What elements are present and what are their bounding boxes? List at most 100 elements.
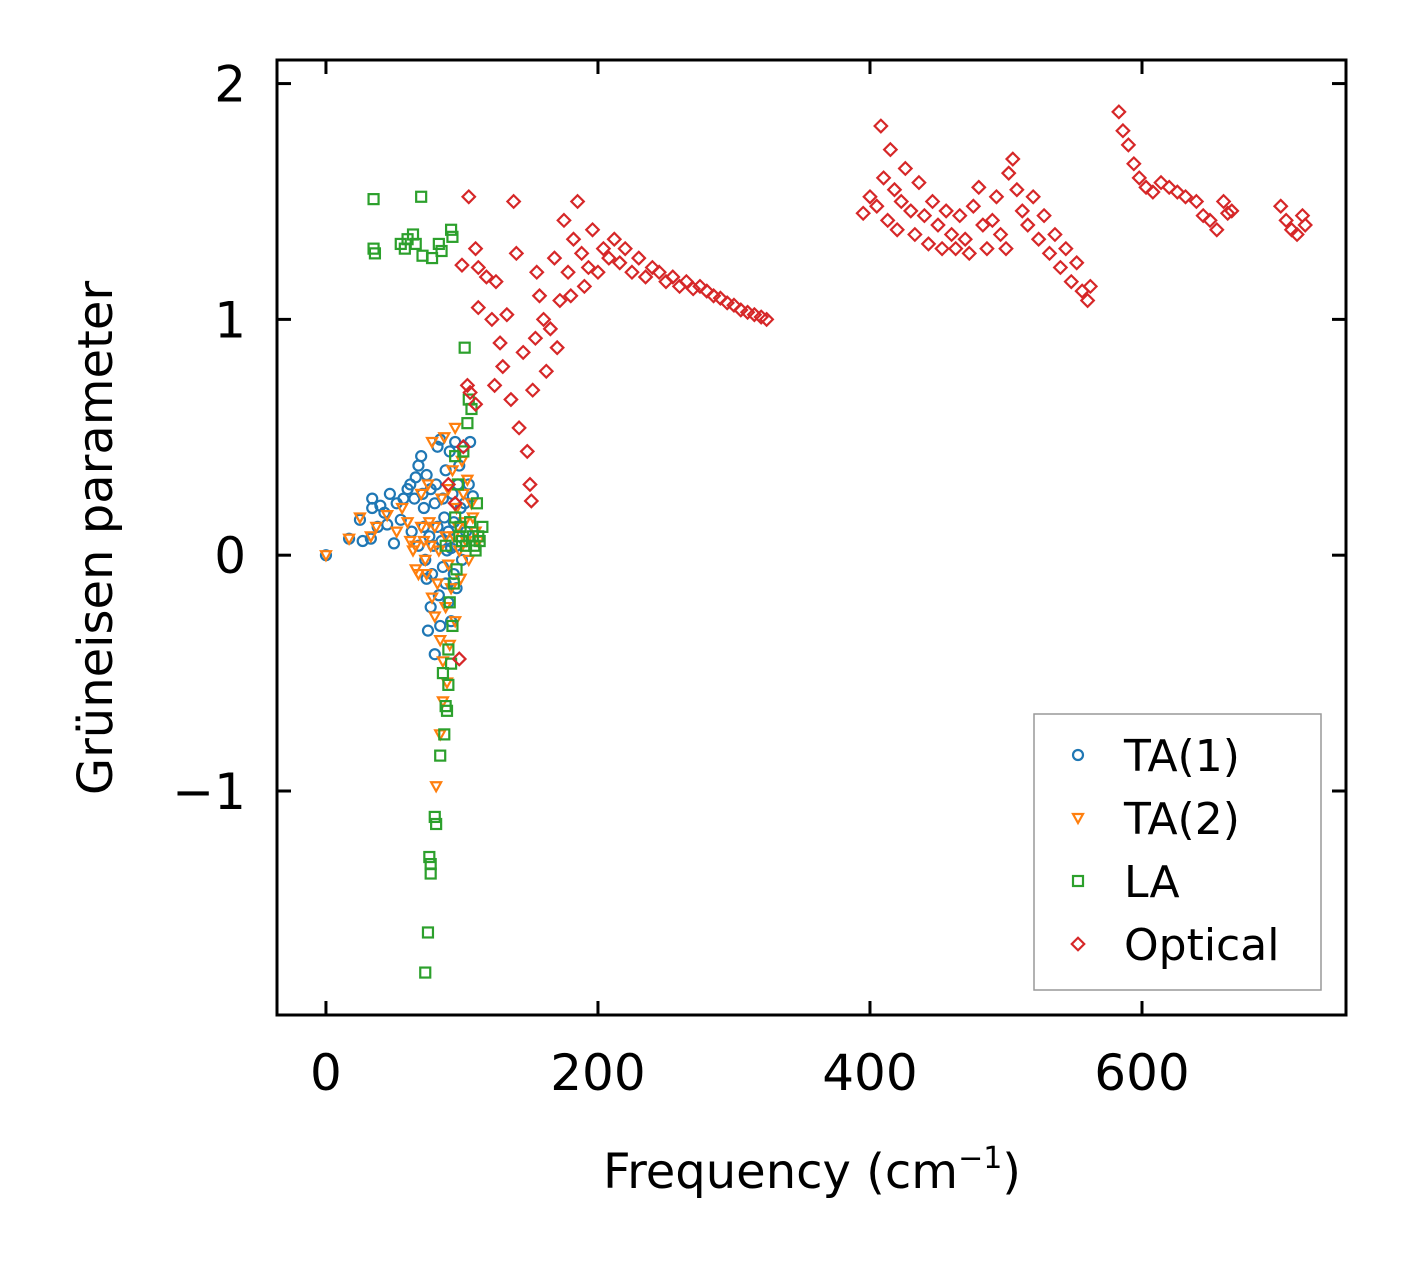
point-ta-2 xyxy=(437,432,452,445)
point-la xyxy=(444,223,458,236)
point-ta-1 xyxy=(434,619,447,633)
point-optical xyxy=(595,240,612,257)
point-optical xyxy=(1297,217,1314,233)
point-optical xyxy=(943,226,960,243)
point-optical xyxy=(470,259,487,276)
point-optical xyxy=(1041,245,1058,262)
y-tick-label: −1 xyxy=(172,763,246,821)
point-ta-2 xyxy=(414,488,429,502)
point-ta-1 xyxy=(366,492,379,505)
point-optical xyxy=(606,231,623,248)
x-axis-label: Frequency (cm−1) xyxy=(603,1141,1021,1200)
point-optical xyxy=(601,250,617,266)
point-ta-2 xyxy=(438,531,453,544)
point-ta-2 xyxy=(461,554,476,568)
point-optical xyxy=(930,217,946,233)
point-optical xyxy=(1058,240,1074,257)
point-optical xyxy=(897,160,914,177)
y-tick-label: 1 xyxy=(214,291,246,349)
legend-label-la: LA xyxy=(1124,857,1180,908)
point-optical xyxy=(556,212,572,229)
point-optical xyxy=(889,221,905,238)
point-la xyxy=(451,478,464,491)
point-optical xyxy=(508,245,525,262)
point-ta-1 xyxy=(421,624,435,637)
point-ta-1 xyxy=(432,589,445,602)
point-ta-1 xyxy=(378,506,391,519)
point-optical xyxy=(637,269,654,285)
point-ta-2 xyxy=(363,531,378,544)
point-optical xyxy=(494,358,511,375)
point-ta-2 xyxy=(353,512,367,525)
point-optical xyxy=(535,311,552,328)
point-optical xyxy=(1036,207,1052,224)
y-axis-label: Grüneisen parameter xyxy=(68,281,124,796)
point-ta-2 xyxy=(429,781,443,794)
point-optical xyxy=(486,377,503,394)
point-la xyxy=(421,926,435,939)
point-optical xyxy=(1272,198,1289,215)
point-la xyxy=(409,237,422,251)
x-axis-label-superscript: −1 xyxy=(958,1141,1002,1176)
point-ta-2 xyxy=(425,592,439,605)
point-ta-2 xyxy=(419,568,434,582)
point-la xyxy=(457,445,470,458)
point-optical xyxy=(886,181,903,198)
point-optical xyxy=(590,264,606,281)
point-optical xyxy=(947,240,964,257)
point-optical xyxy=(934,240,950,257)
point-la xyxy=(443,596,456,609)
point-optical xyxy=(519,443,536,460)
point-la xyxy=(423,850,436,864)
point-optical xyxy=(875,170,892,186)
point-optical xyxy=(1195,207,1212,224)
point-optical xyxy=(527,330,544,347)
point-optical xyxy=(1219,205,1236,222)
point-la xyxy=(367,193,380,206)
point-la xyxy=(461,417,474,430)
point-optical xyxy=(957,231,973,248)
point-optical xyxy=(1014,203,1031,219)
point-optical xyxy=(531,287,548,304)
point-ta-2 xyxy=(434,493,449,506)
x-tick-label: 400 xyxy=(822,1044,917,1102)
legend: TA(1) TA(2) LA Optical xyxy=(1033,713,1322,991)
point-optical xyxy=(873,118,889,134)
point-optical xyxy=(462,384,478,401)
point-optical xyxy=(882,141,899,158)
point-ta-1 xyxy=(409,471,422,484)
point-optical xyxy=(879,212,896,229)
point-ta-2 xyxy=(389,526,404,539)
point-optical xyxy=(758,311,775,328)
point-optical xyxy=(998,240,1014,257)
point-optical xyxy=(451,651,468,667)
point-optical xyxy=(1115,122,1131,139)
point-optical xyxy=(552,292,568,309)
point-optical xyxy=(1120,137,1137,153)
point-optical xyxy=(992,226,1009,243)
point-optical xyxy=(1145,184,1161,200)
point-ta-2 xyxy=(414,521,429,535)
point-optical xyxy=(562,287,579,304)
point-optical xyxy=(1138,179,1154,196)
point-ta-1 xyxy=(428,648,441,661)
point-optical xyxy=(984,212,1001,229)
point-ta-2 xyxy=(427,611,442,624)
point-ta-1 xyxy=(387,537,401,550)
point-optical xyxy=(1019,217,1036,233)
point-optical xyxy=(492,335,508,351)
x-tick-label: 600 xyxy=(1094,1044,1189,1102)
point-optical xyxy=(467,240,484,257)
point-la xyxy=(440,704,454,717)
point-optical xyxy=(573,245,590,262)
point-ta-1 xyxy=(394,513,407,526)
point-ta-2 xyxy=(460,474,475,487)
point-optical xyxy=(1082,278,1099,295)
point-optical xyxy=(454,257,470,273)
point-optical xyxy=(685,280,701,297)
point-la xyxy=(458,341,471,354)
point-optical xyxy=(1153,174,1169,191)
point-optical xyxy=(1177,188,1194,205)
point-optical xyxy=(499,306,515,323)
